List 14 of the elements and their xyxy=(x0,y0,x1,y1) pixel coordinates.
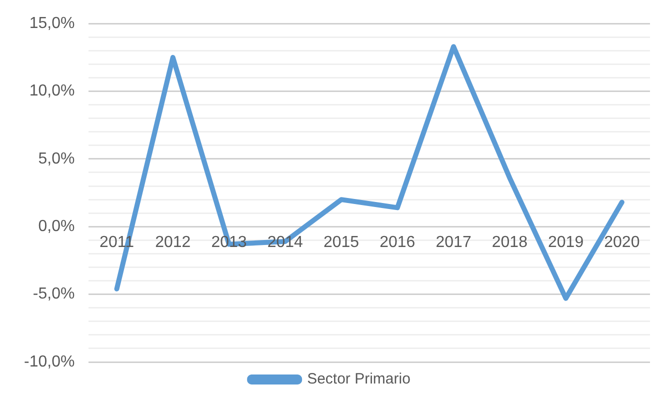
x-tick-label: 2018 xyxy=(492,234,528,252)
y-tick-label: 5,0% xyxy=(38,150,75,168)
legend-label: Sector Primario xyxy=(307,370,410,388)
x-tick-label: 2016 xyxy=(380,234,416,252)
x-tick-label: 2017 xyxy=(436,234,472,252)
x-tick-label: 2019 xyxy=(548,234,584,252)
x-tick-label: 2020 xyxy=(604,234,640,252)
y-tick-label: -5,0% xyxy=(32,286,75,303)
y-tick-label: 0,0% xyxy=(38,218,75,236)
x-tick-label: 2012 xyxy=(155,234,191,252)
x-tick-label: 2015 xyxy=(323,234,360,252)
y-tick-label: 15,0% xyxy=(29,15,75,32)
y-tick-label: -10,0% xyxy=(24,353,75,370)
y-tick-label: 10,0% xyxy=(29,82,75,100)
